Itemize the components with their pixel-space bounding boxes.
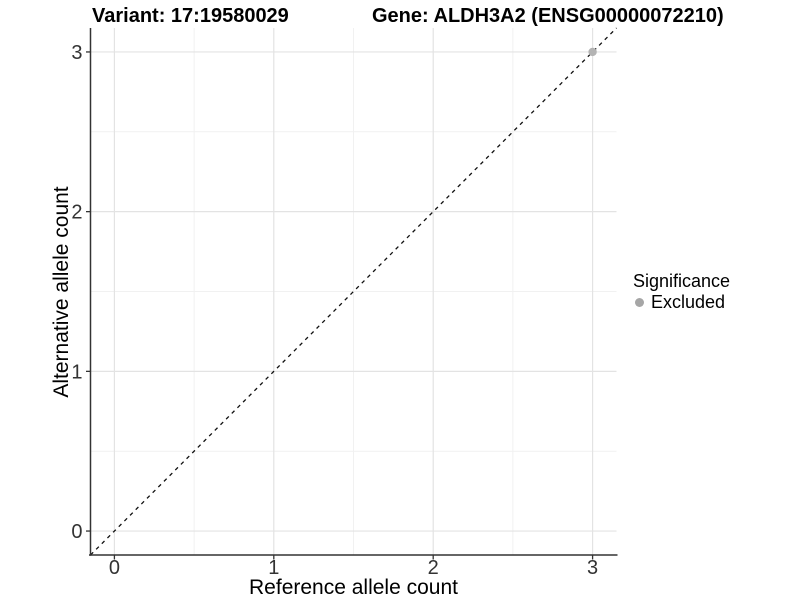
excluded-point-icon xyxy=(635,298,644,307)
y-tick-label: 2 xyxy=(71,202,82,224)
y-tick-label: 1 xyxy=(71,361,82,383)
x-tick-label: 1 xyxy=(268,557,279,579)
y-tick-label: 0 xyxy=(71,521,82,543)
legend-item-label: Excluded xyxy=(651,292,726,312)
data-point-excluded xyxy=(588,47,597,57)
legend-title: Significance xyxy=(633,271,731,291)
y-tick-label: 3 xyxy=(71,42,82,64)
plot-title-row: Variant: 17:19580029 Gene: ALDH3A2 (ENSG… xyxy=(0,4,800,30)
x-tick-label: 3 xyxy=(587,557,598,579)
gene-title: Gene: ALDH3A2 (ENSG00000072210) xyxy=(372,5,724,27)
x-tick-label: 2 xyxy=(428,557,439,579)
legend: Significance Excluded xyxy=(633,271,730,313)
legend-item-excluded: Excluded xyxy=(633,292,730,313)
x-axis-title: Reference allele count xyxy=(249,576,458,599)
y-axis-title: Alternative allele count xyxy=(50,186,73,398)
x-tick-label: 0 xyxy=(109,557,120,579)
variant-title: Variant: 17:19580029 xyxy=(92,5,289,27)
